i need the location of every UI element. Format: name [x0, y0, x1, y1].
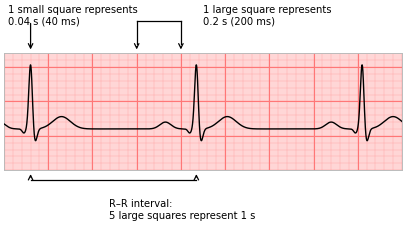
Text: 1 small square represents
0.04 s (40 ms): 1 small square represents 0.04 s (40 ms) [8, 5, 138, 26]
Text: R–R interval:
5 large squares represent 1 s: R–R interval: 5 large squares represent … [109, 199, 255, 221]
Text: 1 large square represents
0.2 s (200 ms): 1 large square represents 0.2 s (200 ms) [202, 5, 331, 26]
